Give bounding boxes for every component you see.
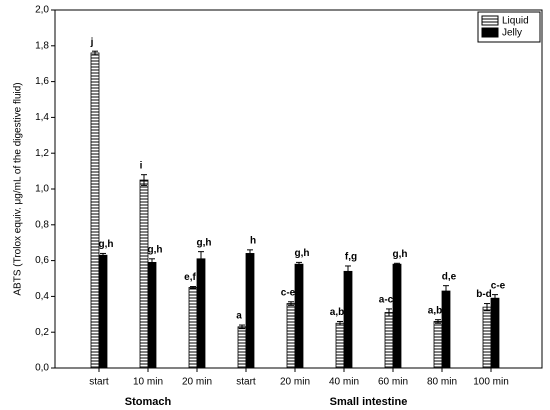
error-bar (141, 174, 147, 186)
error-bar (288, 301, 294, 306)
error-bar (484, 303, 490, 312)
letter-label: a,b (330, 307, 344, 318)
bar (139, 179, 149, 369)
error-bar (296, 261, 302, 267)
y-tick-label: 0,2 (35, 327, 49, 338)
bar (245, 253, 255, 369)
bar (294, 263, 304, 369)
x-tick-label: start (89, 377, 109, 388)
bar (490, 297, 500, 369)
error-bar (394, 262, 400, 266)
y-tick-label: 0,8 (35, 219, 49, 230)
x-tick-label: 20 min (182, 377, 212, 388)
letter-label: g,h (99, 239, 114, 250)
legend-label: Liquid (502, 16, 529, 27)
bar (392, 263, 402, 369)
x-tick-label: 60 min (378, 377, 408, 388)
legend-label: Jelly (502, 28, 522, 39)
x-tick-label: 40 min (329, 377, 359, 388)
bar (343, 270, 353, 369)
y-tick-label: 1,6 (35, 76, 49, 87)
bar (90, 52, 100, 369)
bar (98, 254, 108, 369)
y-axis-label: ABTS (Trolox equiv. μg/mL of the digesti… (13, 82, 24, 295)
error-bar (435, 319, 441, 324)
letter-label: g,h (393, 249, 408, 260)
legend-swatch (481, 15, 499, 26)
error-bar (337, 320, 343, 326)
bar (433, 321, 443, 369)
y-tick-label: 0,0 (35, 363, 49, 374)
error-bar (345, 265, 351, 278)
y-tick-label: 1,2 (35, 148, 49, 159)
error-bar (149, 258, 155, 267)
bar (384, 312, 394, 369)
y-tick-label: 0,4 (35, 291, 49, 302)
bar (335, 322, 345, 369)
letter-label: a-c (379, 295, 394, 306)
bar (147, 261, 157, 369)
letter-label: j (90, 37, 94, 48)
y-tick-label: 2,0 (35, 5, 49, 16)
letter-label: i (140, 160, 143, 171)
legend-swatch (481, 27, 499, 38)
bar (482, 306, 492, 369)
x-tick-label: 20 min (280, 377, 310, 388)
bar (237, 326, 247, 369)
error-bar (239, 324, 245, 330)
letter-label: g,h (295, 248, 310, 259)
group-label: Small intestine (330, 396, 408, 408)
bar (441, 290, 451, 369)
x-tick-label: 80 min (427, 377, 457, 388)
error-bar (443, 285, 449, 297)
y-tick-label: 1,0 (35, 184, 49, 195)
x-tick-label: 100 min (473, 377, 509, 388)
error-bar (386, 308, 392, 317)
error-bar (198, 251, 204, 267)
y-tick-label: 1,8 (35, 40, 49, 51)
y-tick-label: 1,4 (35, 112, 49, 123)
bar (188, 287, 198, 369)
error-bar (492, 294, 498, 303)
error-bar (100, 252, 106, 258)
letter-label: d,e (442, 271, 457, 282)
error-bar (92, 50, 98, 56)
y-tick-label: 0,6 (35, 255, 49, 266)
x-tick-label: 10 min (133, 377, 163, 388)
letter-label: a,b (428, 305, 442, 316)
letter-label: g,h (148, 244, 163, 255)
letter-label: g,h (197, 237, 212, 248)
x-tick-label: start (236, 377, 256, 388)
letter-label: b-d (476, 289, 492, 300)
letter-label: f,g (345, 252, 357, 263)
group-label: Stomach (125, 396, 172, 408)
bar (286, 303, 296, 369)
error-bar (190, 286, 196, 289)
letter-label: a (236, 311, 242, 322)
letter-label: h (250, 236, 256, 247)
error-bar (247, 249, 253, 258)
letter-label: e,f (184, 272, 196, 283)
bar (196, 258, 206, 369)
letter-label: c-e (491, 280, 506, 291)
letter-label: c-e (281, 287, 296, 298)
